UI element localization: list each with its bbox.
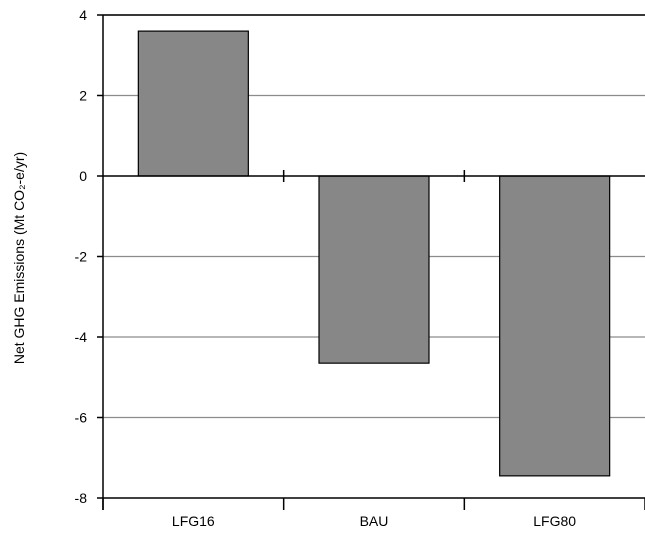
bar-lfg16	[137, 30, 249, 177]
x-category-label-lfg80: LFG80	[533, 513, 576, 529]
bar-bau	[318, 175, 430, 364]
x-category-label-bau: BAU	[360, 513, 389, 529]
y-tick-label-5: -6	[75, 410, 88, 426]
x-category-label-lfg16: LFG16	[172, 513, 215, 529]
bars	[137, 30, 611, 477]
y-tick-label-2: 0	[79, 168, 87, 184]
y-tick-label-1: 2	[79, 88, 87, 104]
y-tick-label-4: -4	[75, 329, 88, 345]
y-axis-title: Net GHG Emissions (Mt CO₂-e/yr)	[11, 152, 27, 364]
axes	[97, 14, 645, 510]
y-tick-label-6: -8	[75, 490, 88, 506]
y-tick-label-0: 4	[79, 7, 87, 23]
y-tick-label-3: -2	[75, 249, 88, 265]
bar-lfg80	[499, 175, 611, 477]
labels: 4 2 0 -2 -4 -6 -8 LFG16 BAU LFG80	[75, 7, 577, 529]
